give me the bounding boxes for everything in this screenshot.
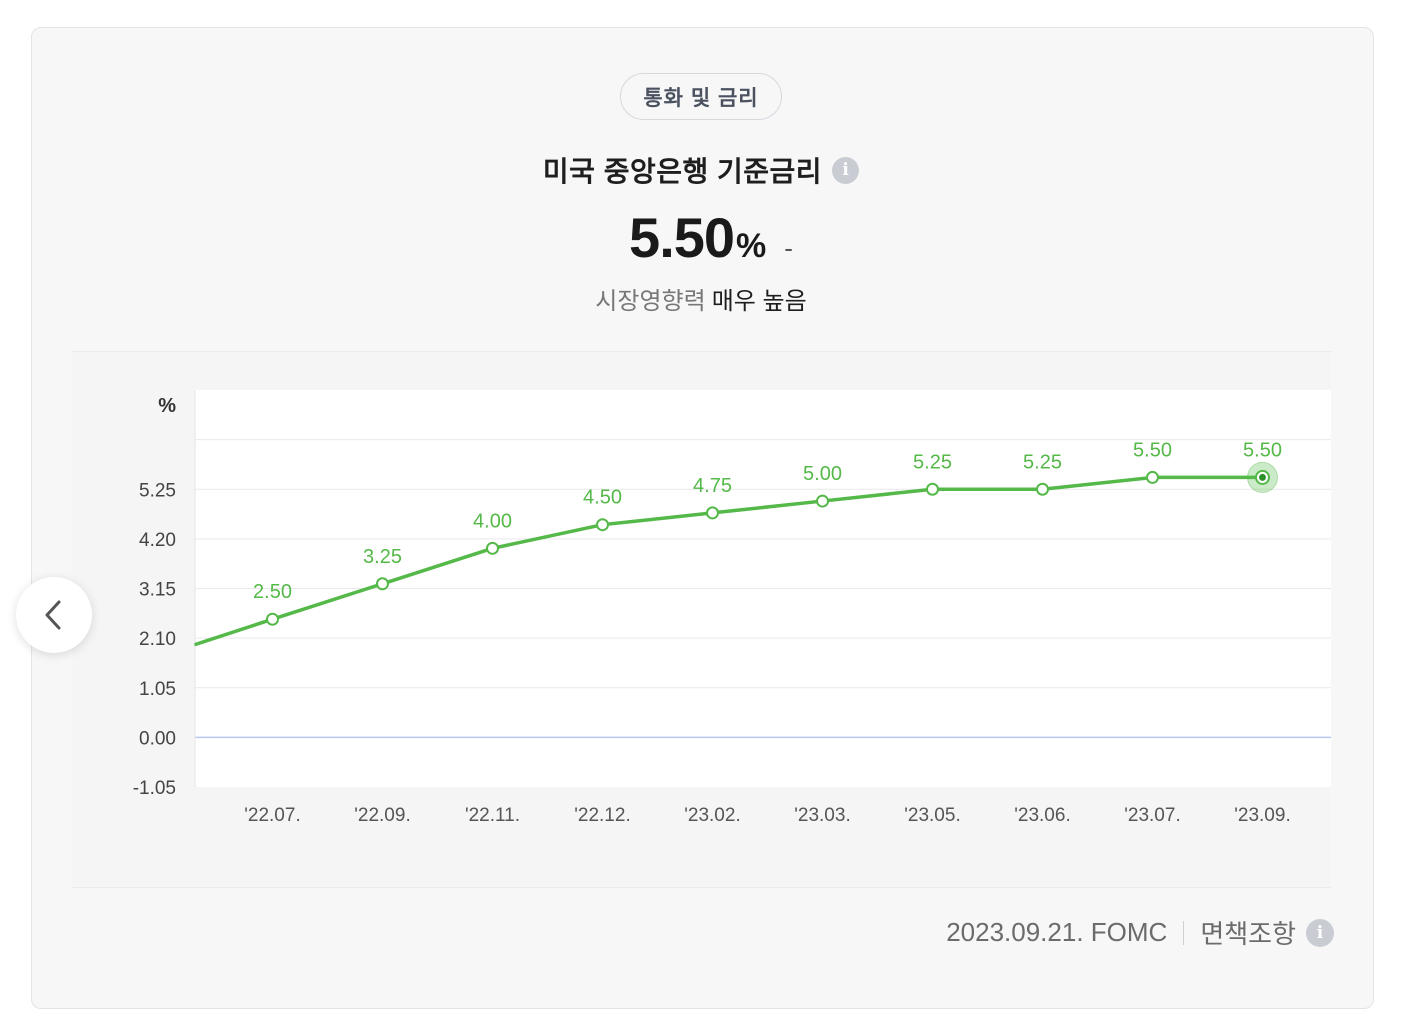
data-point	[266, 612, 279, 626]
info-icon[interactable]: i	[1306, 918, 1334, 947]
impact-label: 시장영향력	[595, 288, 706, 315]
data-label: 3.25	[363, 546, 402, 568]
x-tick-label: '22.11.	[465, 805, 520, 826]
x-tick-label: '22.09.	[354, 805, 410, 826]
data-point	[706, 506, 719, 520]
x-tick-label: '23.05.	[904, 805, 960, 826]
disclaimer-link[interactable]: 면책조항	[1200, 919, 1296, 949]
y-tick-label: 4.20	[139, 530, 176, 551]
data-point	[486, 541, 499, 555]
data-point	[816, 494, 829, 508]
market-impact: 시장영향력 매우 높음	[0, 281, 1402, 316]
data-label: 4.50	[583, 487, 622, 509]
y-tick-label: -1.05	[133, 778, 176, 799]
line-chart: % 5.25 4.20 3.15 2.10 1.05 0.00 -1.05 '22.07. '22…	[133, 390, 1331, 826]
source-label: 2023.09.21. FOMC	[946, 917, 1168, 947]
x-tick-label: '23.07.	[1124, 805, 1180, 826]
data-label: 5.25	[913, 451, 952, 473]
prev-button[interactable]	[16, 577, 92, 653]
data-point	[376, 577, 389, 591]
x-tick-label: '23.06.	[1014, 805, 1070, 826]
x-tick-label: '23.02.	[684, 805, 740, 826]
data-point	[596, 518, 609, 532]
info-icon[interactable]: i	[832, 156, 860, 184]
y-tick-label: 5.25	[139, 480, 176, 501]
current-value: 5.50	[629, 206, 735, 269]
page-title: 미국 중앙은행 기준금리	[542, 156, 823, 187]
data-label: 2.50	[253, 581, 292, 603]
x-tick-label: '23.09.	[1234, 805, 1290, 826]
data-label: 5.50	[1243, 439, 1282, 461]
current-value-row: 5.50 % -	[0, 205, 1402, 270]
impact-value: 매우 높음	[711, 288, 807, 315]
y-tick-label: 1.05	[139, 679, 176, 700]
footer-divider	[1183, 920, 1185, 945]
data-label: 5.50	[1133, 439, 1172, 461]
y-tick-label: 2.10	[139, 629, 176, 650]
y-tick-label: 0.00	[139, 728, 176, 749]
y-axis-unit: %	[158, 395, 176, 417]
data-point	[1146, 470, 1159, 484]
x-tick-label: '23.03.	[794, 805, 850, 826]
title-row: 미국 중앙은행 기준금리 i	[0, 150, 1402, 190]
data-label: 4.00	[473, 510, 512, 532]
category-chip[interactable]: 통화 및 금리	[620, 73, 782, 120]
data-point-center	[1259, 473, 1266, 481]
data-point	[1036, 482, 1049, 496]
data-point	[926, 482, 939, 496]
x-tick-label: '22.07.	[244, 805, 300, 826]
x-tick-label: '22.12.	[574, 805, 630, 826]
data-label: 5.25	[1023, 451, 1062, 473]
value-unit: %	[736, 227, 767, 265]
chart-area: % 5.25 4.20 3.15 2.10 1.05 0.00 -1.05 '22.07. '22…	[72, 351, 1331, 888]
value-change: -	[784, 233, 793, 263]
footer: 2023.09.21. FOMC 면책조항 i	[946, 914, 1334, 951]
chevron-left-icon	[45, 600, 61, 630]
data-label: 5.00	[803, 463, 842, 485]
y-tick-label: 3.15	[139, 580, 176, 601]
data-label: 4.75	[693, 475, 732, 497]
